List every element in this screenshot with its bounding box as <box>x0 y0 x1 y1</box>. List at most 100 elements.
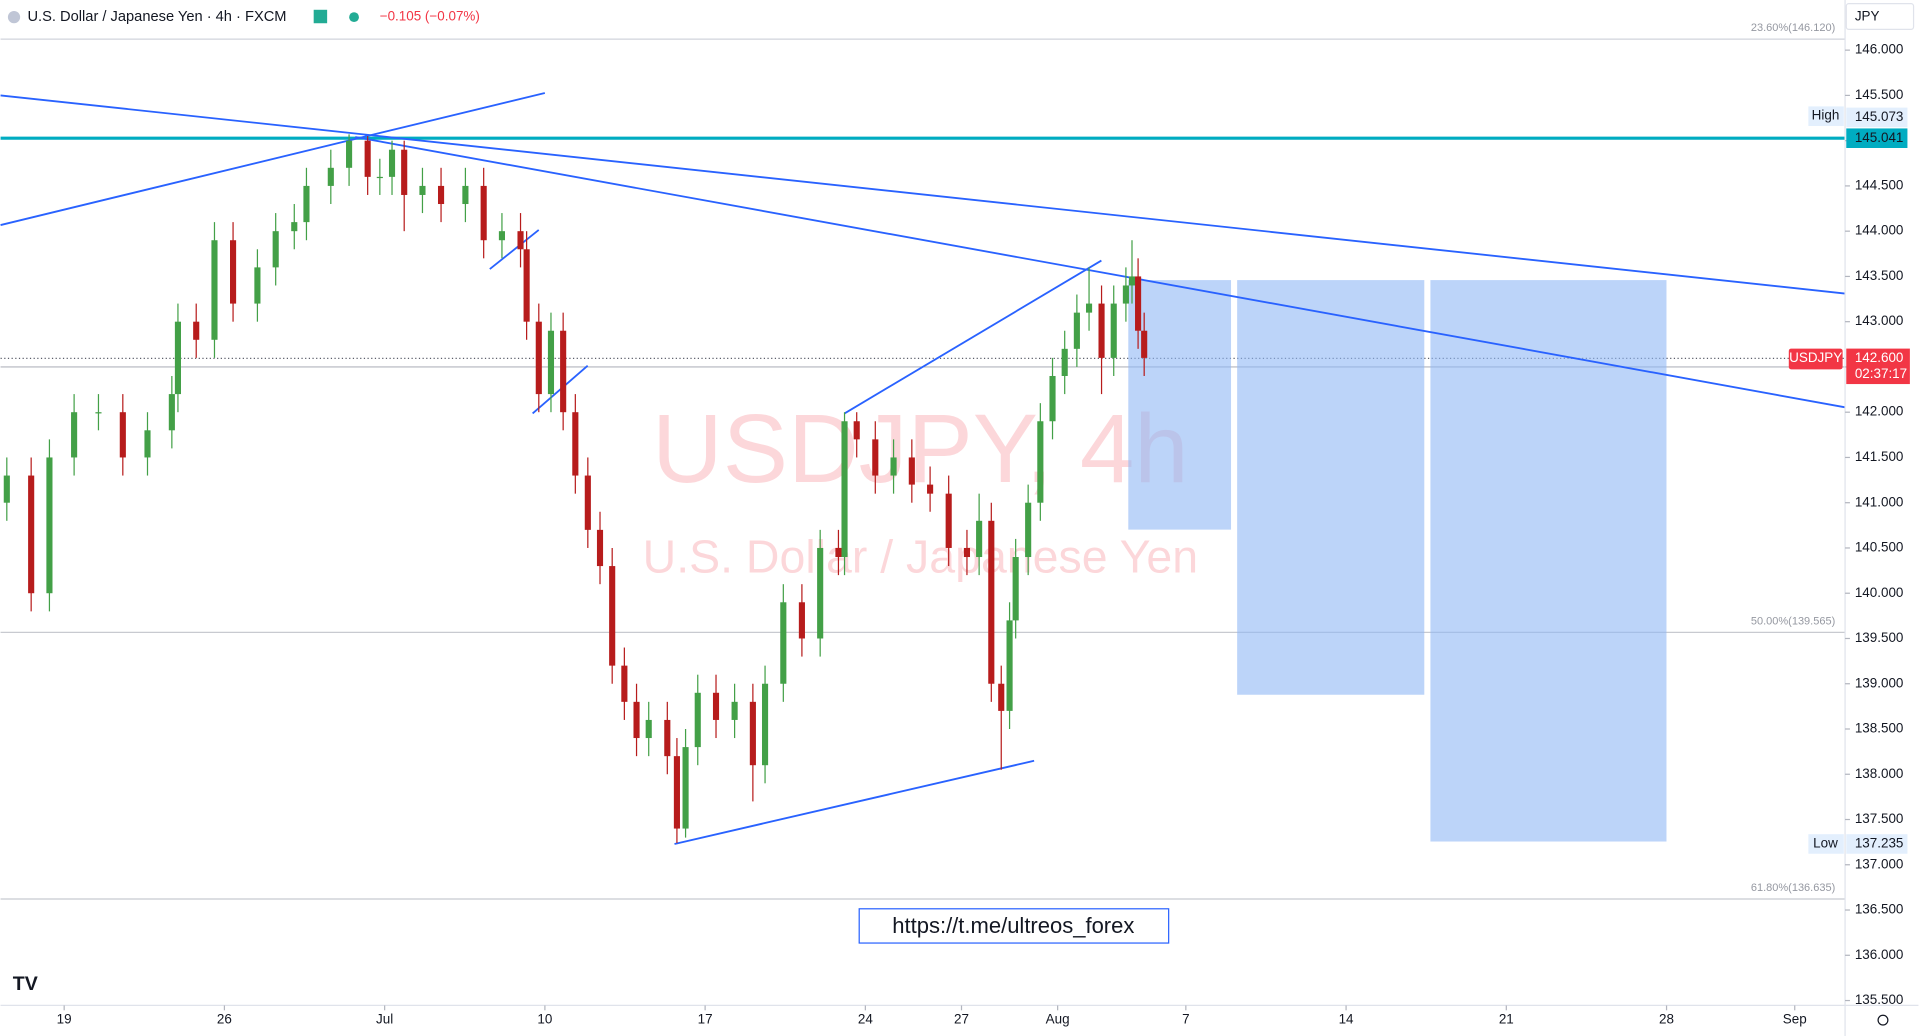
candle-body <box>908 457 915 485</box>
candle-body <box>694 692 701 748</box>
settings-icon[interactable] <box>1877 1014 1889 1026</box>
candle-body <box>327 167 334 186</box>
candle-body <box>1049 375 1056 422</box>
candle-body <box>535 321 542 395</box>
x-tick-label: 14 <box>1339 1012 1354 1027</box>
candle-body <box>95 412 102 414</box>
high-tag-label: High <box>1812 108 1840 123</box>
candle-body <box>761 683 769 766</box>
x-tick-label: 17 <box>698 1012 713 1027</box>
candle-body <box>988 520 995 684</box>
candle-body <box>798 602 805 639</box>
candle-body <box>835 547 842 558</box>
y-tick-label: 138.500 <box>1855 721 1904 736</box>
high-price: 145.073 <box>1855 109 1904 124</box>
low-price: 137.235 <box>1855 836 1904 851</box>
y-tick-label: 136.500 <box>1855 902 1904 917</box>
candle-body <box>712 692 720 720</box>
y-tick-label: 143.000 <box>1855 313 1904 328</box>
x-tick-label: 24 <box>858 1012 873 1027</box>
status-dot <box>349 12 359 23</box>
candle-body <box>560 330 567 413</box>
candle-body <box>419 185 426 195</box>
target-box <box>1128 280 1232 530</box>
candle-body <box>211 240 218 340</box>
last-price: 142.600 <box>1855 350 1904 365</box>
x-tick-label: Jul <box>376 1012 393 1027</box>
candle-body <box>46 457 53 594</box>
y-tick-label: 138.000 <box>1855 766 1904 781</box>
candle-body <box>1073 312 1080 349</box>
candle-body <box>976 520 983 558</box>
y-tick-label: 136.000 <box>1855 947 1904 962</box>
y-tick-label: 146.000 <box>1855 42 1904 57</box>
y-tick-label: 144.500 <box>1855 177 1904 192</box>
candle-body <box>119 412 126 458</box>
candle-body <box>609 566 616 666</box>
low-tag-label: Low <box>1813 836 1838 851</box>
x-tick-label: 28 <box>1659 1012 1674 1027</box>
link[interactable]: https://t.me/ultreos_forex <box>892 913 1134 938</box>
flag <box>313 9 328 24</box>
candle-body <box>872 439 879 476</box>
candle-body <box>1141 330 1148 358</box>
candle-body <box>841 421 848 558</box>
candle-body <box>1025 502 1032 558</box>
fib-label: 50.00%(139.565) <box>1751 615 1835 627</box>
x-tick-label: 10 <box>537 1012 552 1027</box>
candle-body <box>927 484 934 494</box>
symbol-tag <box>1788 348 1843 370</box>
trend-line <box>844 259 1102 415</box>
candle-body <box>817 547 824 639</box>
candle-body <box>547 330 555 395</box>
candle-body <box>1098 303 1105 358</box>
candle-body <box>890 457 897 476</box>
trend-line <box>0 92 546 226</box>
candle-body <box>28 475 35 594</box>
candle-body <box>633 701 640 739</box>
watermark-title: USDJPY, 4h <box>652 393 1189 503</box>
target-box <box>1430 280 1667 842</box>
candle-body <box>1061 348 1068 376</box>
y-tick-label: 137.500 <box>1855 811 1904 826</box>
candle-body <box>144 430 151 458</box>
trend-line <box>0 94 1846 295</box>
y-tick-label: 140.500 <box>1855 540 1904 555</box>
currency-button[interactable] <box>1845 3 1915 30</box>
candle-body <box>673 756 680 829</box>
level-tag <box>1846 128 1908 148</box>
currency[interactable]: JPY <box>1855 9 1880 24</box>
candle-body <box>498 231 505 241</box>
last-price-tag <box>1846 348 1910 385</box>
candle-body <box>523 249 530 322</box>
plot-area: 23.60%(146.120) 50.00%(139.565) 61.80%(1… <box>0 22 1846 995</box>
candle-body <box>584 475 591 530</box>
y-tick-label: 145.500 <box>1855 87 1904 102</box>
symbol-icon <box>7 11 21 24</box>
symbol: U.S. Dollar / Japanese Yen · 4h · FXCM <box>27 9 286 25</box>
x-tick-label: 21 <box>1499 1012 1514 1027</box>
x-tick-label: 26 <box>217 1012 232 1027</box>
candle-body <box>998 683 1005 711</box>
candle-body <box>71 412 78 458</box>
candle-body <box>853 421 860 440</box>
candle-body <box>230 240 237 304</box>
low-price-tag <box>1846 834 1908 854</box>
candle-body <box>1037 421 1044 503</box>
trend-line <box>489 229 540 270</box>
y-tick-label: 140.000 <box>1855 585 1904 600</box>
trend-lines <box>0 92 1846 845</box>
y-tick-label: 141.500 <box>1855 449 1904 464</box>
candle-body <box>664 719 671 757</box>
x-tick-label: Sep <box>1783 1012 1807 1027</box>
candle-body <box>401 149 408 195</box>
watermark-subtitle: U.S. Dollar / Japanese Yen <box>643 530 1198 582</box>
candle-body <box>174 321 181 395</box>
candle-body <box>780 602 787 684</box>
candle-body <box>168 394 175 431</box>
link-box[interactable] <box>858 908 1170 944</box>
candle-body <box>749 701 756 766</box>
candle-body <box>193 321 200 340</box>
